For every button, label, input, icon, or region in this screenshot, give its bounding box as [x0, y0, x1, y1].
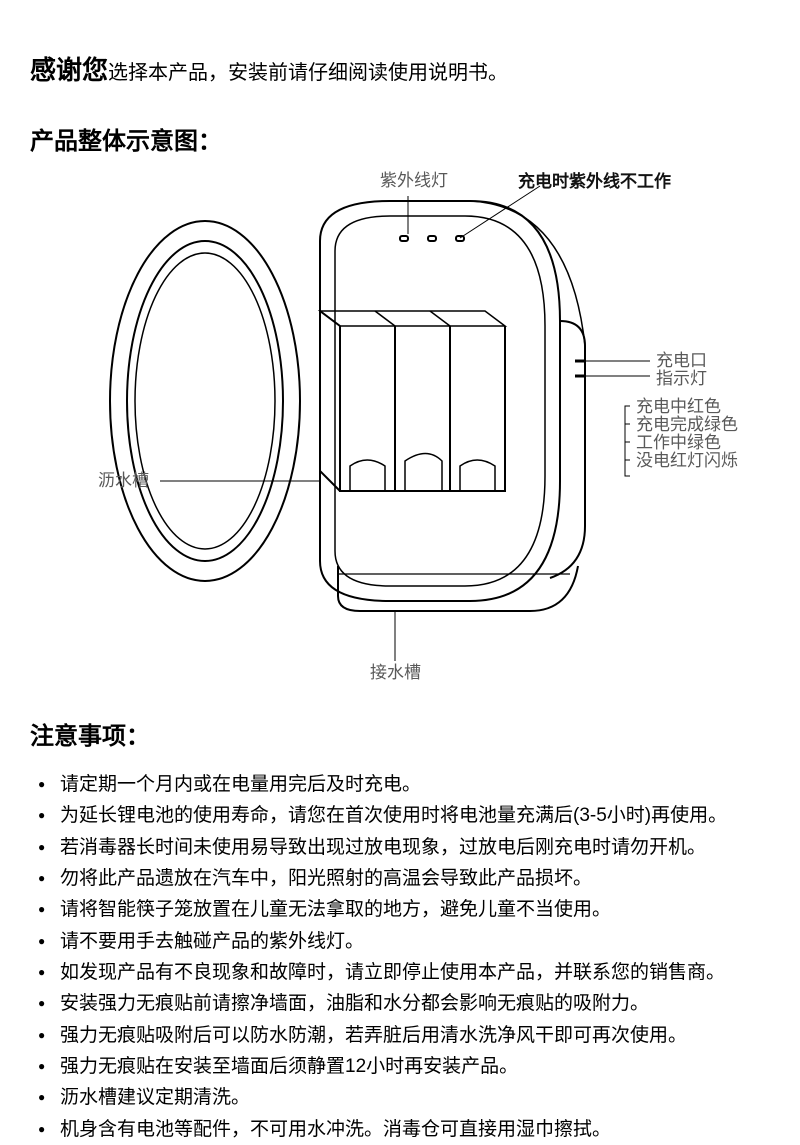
diagram-title: 产品整体示意图： — [30, 121, 770, 156]
list-item: 勿将此产品遗放在汽车中，阳光照射的高温会导致此产品损坏。 — [38, 863, 770, 894]
notes-title: 注意事项： — [30, 716, 770, 751]
list-item: 机身含有电池等配件，不可用水冲洗。消毒仓可直接用湿巾擦拭。 — [38, 1114, 770, 1145]
intro-bold: 感谢您 — [30, 55, 108, 85]
label-drain-slot: 沥水槽 — [98, 472, 149, 491]
label-status-3: 工作中绿色 — [636, 434, 721, 453]
label-indicator: 指示灯 — [656, 370, 707, 389]
intro-rest: 选择本产品，安装前请仔细阅读使用说明书。 — [108, 62, 508, 84]
label-status-4: 没电红灯闪烁 — [636, 452, 738, 471]
label-status-2: 充电完成绿色 — [636, 416, 738, 435]
label-drip-slot: 接水槽 — [370, 664, 421, 683]
notes-list: 请定期一个月内或在电量用完后及时充电。 为延长锂电池的使用寿命，请您在首次使用时… — [30, 769, 770, 1145]
list-item: 如发现产品有不良现象和故障时，请立即停止使用本产品，并联系您的销售商。 — [38, 957, 770, 988]
list-item: 请将智能筷子笼放置在儿童无法拿取的地方，避免儿童不当使用。 — [38, 894, 770, 925]
product-diagram: 紫外线灯 充电时紫外线不工作 充电口 指示灯 充电中红色 充电完成绿色 工作中绿… — [30, 166, 770, 686]
list-item: 强力无痕贴在安装至墙面后须静置12小时再安装产品。 — [38, 1051, 770, 1082]
list-item: 若消毒器长时间未使用易导致出现过放电现象，过放电后刚充电时请勿开机。 — [38, 832, 770, 863]
label-status-1: 充电中红色 — [636, 398, 721, 417]
label-uv-note: 充电时紫外线不工作 — [518, 167, 671, 192]
label-uv-light: 紫外线灯 — [380, 172, 448, 191]
list-item: 为延长锂电池的使用寿命，请您在首次使用时将电池量充满后(3-5小时)再使用。 — [38, 800, 770, 831]
label-charge-port: 充电口 — [656, 352, 707, 371]
intro-text: 感谢您选择本产品，安装前请仔细阅读使用说明书。 — [30, 50, 770, 87]
list-item: 请不要用手去触碰产品的紫外线灯。 — [38, 926, 770, 957]
list-item: 安装强力无痕贴前请擦净墙面，油脂和水分都会影响无痕贴的吸附力。 — [38, 988, 770, 1019]
list-item: 沥水槽建议定期清洗。 — [38, 1082, 770, 1113]
list-item: 强力无痕贴吸附后可以防水防潮，若弄脏后用清水洗净风干即可再次使用。 — [38, 1020, 770, 1051]
list-item: 请定期一个月内或在电量用完后及时充电。 — [38, 769, 770, 800]
